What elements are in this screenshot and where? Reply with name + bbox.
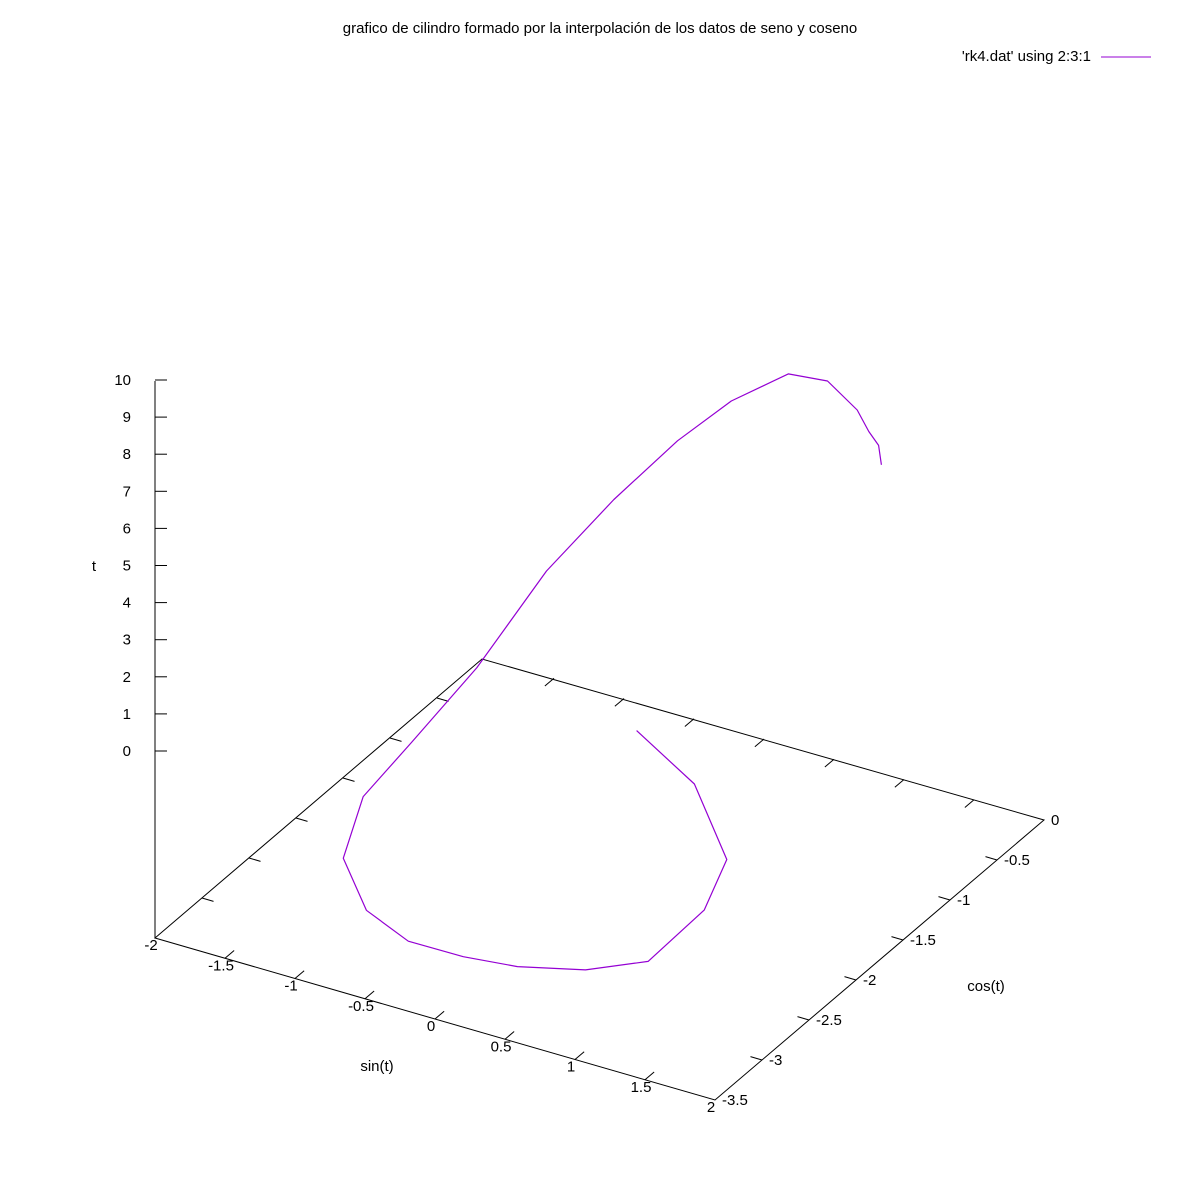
x-tick-label: 0 <box>427 1018 435 1035</box>
y-tick-label: -0.5 <box>1004 852 1030 869</box>
y-tick-mark <box>342 777 355 782</box>
y-tick-mark <box>201 897 214 902</box>
y-tick-mark <box>389 737 402 742</box>
chart-legend: 'rk4.dat' using 2:3:1 <box>962 48 1151 65</box>
x-tick-label: 1.5 <box>631 1079 652 1096</box>
z-tick-label: 7 <box>123 483 131 500</box>
x-tick-label: -0.5 <box>348 998 374 1015</box>
x-tick-mark <box>684 718 695 727</box>
z-tick-label: 4 <box>123 595 131 612</box>
z-tick-label: 0 <box>123 743 131 760</box>
y-tick-label: -2.5 <box>816 1012 842 1029</box>
y-tick-mark <box>938 896 951 901</box>
x-tick-mark <box>964 799 975 808</box>
x-tick-label: -2 <box>144 937 157 954</box>
y-tick-label: -2 <box>863 972 876 989</box>
x-tick-mark <box>434 1010 445 1020</box>
x-tick-label: 2 <box>707 1099 715 1116</box>
x-tick-label: 1 <box>567 1059 575 1076</box>
x-tick-label: -1 <box>284 978 297 995</box>
y-tick-label: -3 <box>769 1052 782 1069</box>
z-axis-label: t <box>92 558 97 575</box>
z-tick-label: 9 <box>123 409 131 426</box>
y-tick-label: 0 <box>1051 812 1059 829</box>
base-plane <box>153 658 1046 1101</box>
y-tick-mark <box>891 936 904 941</box>
ticks-group: 0 1 2 3 4 5 6 7 8 9 10 -2 -1.5 -1 -0.5 0 0.5 1 1.5 2 -3.5 -3 -… <box>114 372 1059 1116</box>
x-tick-mark <box>364 990 375 1000</box>
y-tick-label: -1.5 <box>910 932 936 949</box>
x-tick-mark <box>544 677 555 687</box>
x-tick-mark <box>574 1051 585 1060</box>
x-tick-mark <box>644 1071 655 1081</box>
y-tick-mark <box>750 1056 763 1061</box>
y-tick-mark <box>436 697 449 702</box>
z-tick-label: 10 <box>114 372 131 389</box>
y-tick-mark <box>295 817 308 822</box>
y-tick-mark <box>248 857 261 862</box>
x-tick-label: 0.5 <box>491 1038 512 1055</box>
y-axis-label: cos(t) <box>967 978 1005 995</box>
axes-group <box>153 381 1046 1101</box>
x-tick-mark <box>894 779 905 788</box>
y-tick-mark <box>797 1016 810 1021</box>
legend-label: 'rk4.dat' using 2:3:1 <box>962 48 1091 65</box>
x-tick-mark <box>224 950 235 959</box>
y-tick-label: -3.5 <box>722 1092 748 1109</box>
series-group <box>342 373 882 971</box>
z-tick-label: 1 <box>123 706 131 723</box>
z-tick-label: 6 <box>123 520 131 537</box>
chart-title: grafico de cilindro formado por la inter… <box>343 20 857 37</box>
x-axis-label: sin(t) <box>360 1058 393 1075</box>
x-tick-mark <box>504 1031 515 1040</box>
z-tick-label: 8 <box>123 446 131 463</box>
y-tick-mark <box>844 976 857 981</box>
x-tick-mark <box>614 698 625 707</box>
z-tick-label: 2 <box>123 669 131 686</box>
x-tick-mark <box>824 758 835 768</box>
z-tick-label: 5 <box>123 558 131 575</box>
z-tick-label: 3 <box>123 632 131 649</box>
x-tick-mark <box>754 738 765 748</box>
y-tick-label: -1 <box>957 892 970 909</box>
x-tick-mark <box>294 970 305 979</box>
series-line-rk4 <box>342 373 882 971</box>
y-tick-mark <box>985 856 998 861</box>
x-tick-label: -1.5 <box>208 957 234 974</box>
